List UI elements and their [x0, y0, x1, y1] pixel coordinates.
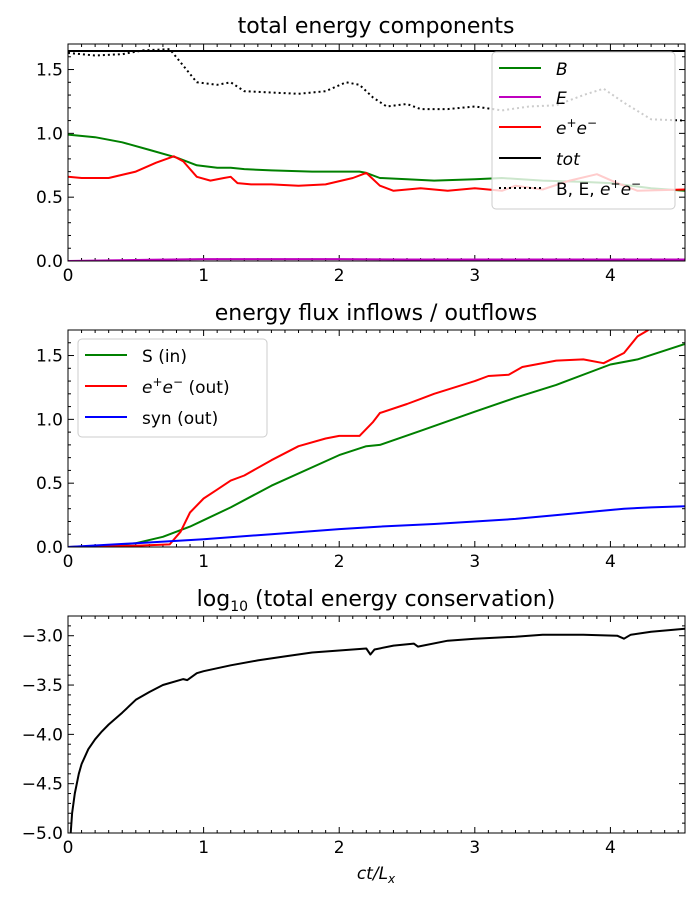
- legend-label-sum: B, E, e+e−: [556, 177, 641, 200]
- x-tick-label: 2: [334, 266, 345, 286]
- x-tick-label: 0: [63, 838, 74, 858]
- y-tick-label: −4.0: [22, 725, 63, 745]
- panel1-frame: [67, 43, 686, 262]
- y-tick-label: 1.0: [36, 410, 63, 430]
- y-tick-label: 1.5: [36, 61, 63, 81]
- legend-label-ee-out: e+e− (out): [142, 375, 230, 398]
- y-tick-label: −3.0: [22, 627, 63, 647]
- y-tick-label: −3.5: [22, 676, 63, 696]
- legend-label-tot: tot: [556, 150, 581, 170]
- panel-total-energy-components: total energy components 0 1 2 3 4 0.0 0.5 1.0 1…: [36, 14, 686, 286]
- panel3-frame: [67, 615, 686, 834]
- panel1-title: total energy components: [238, 14, 515, 39]
- y-tick-label: −4.5: [22, 775, 63, 795]
- series-line-S: [68, 343, 685, 547]
- x-tick-label: 0: [63, 266, 74, 286]
- series-line-E: [68, 258, 685, 261]
- y-tick-label: 0.0: [36, 538, 63, 558]
- legend-label-b: B: [556, 60, 568, 80]
- x-tick-label: 2: [334, 838, 345, 858]
- x-axis-label: ct/Lx: [357, 864, 396, 886]
- series-line-syn: [68, 505, 685, 547]
- y-tick-label: 1.5: [36, 347, 63, 367]
- panel2-title: energy flux inflows / outflows: [215, 301, 538, 326]
- x-tick-label: 2: [334, 552, 345, 572]
- panel2-frame: [67, 329, 686, 548]
- legend-box: [77, 338, 268, 438]
- series-line-ee_out: [68, 330, 649, 547]
- legend-label-syn: syn (out): [142, 409, 218, 429]
- x-tick-label: 4: [605, 838, 616, 858]
- x-tick-label: 0: [63, 552, 74, 572]
- legend-label-s: S (in): [142, 347, 187, 367]
- legend-label-ee: e+e−: [556, 116, 597, 139]
- y-tick-label: 0.5: [36, 188, 63, 208]
- series-line-sum: [68, 48, 685, 122]
- x-tick-label: 3: [469, 266, 480, 286]
- panel-energy-flux: energy flux inflows / outflows 0 1 2 3 4 0.0…: [36, 301, 686, 572]
- x-tick-label: 1: [198, 838, 209, 858]
- panel3-title: log10 (total energy conservation): [197, 587, 556, 615]
- x-tick-label: 4: [605, 552, 616, 572]
- x-tick-label: 1: [198, 266, 209, 286]
- y-tick-label: 1.0: [36, 124, 63, 144]
- series-line-cons: [69, 627, 685, 833]
- panel2-legend: S (in) e+e− (out) syn (out): [77, 338, 268, 438]
- x-tick-label: 4: [605, 266, 616, 286]
- y-tick-label: −5.0: [22, 824, 63, 844]
- x-tick-label: 3: [469, 552, 480, 572]
- y-tick-label: 0.5: [36, 474, 63, 494]
- legend-label-e: E: [556, 89, 567, 109]
- x-tick-label: 1: [198, 552, 209, 572]
- panel1-legend: B E e+e− tot B, E, e+e−: [491, 51, 676, 210]
- x-tick-label: 3: [469, 838, 480, 858]
- y-tick-label: 0.0: [36, 252, 63, 272]
- legend-box: [491, 51, 676, 210]
